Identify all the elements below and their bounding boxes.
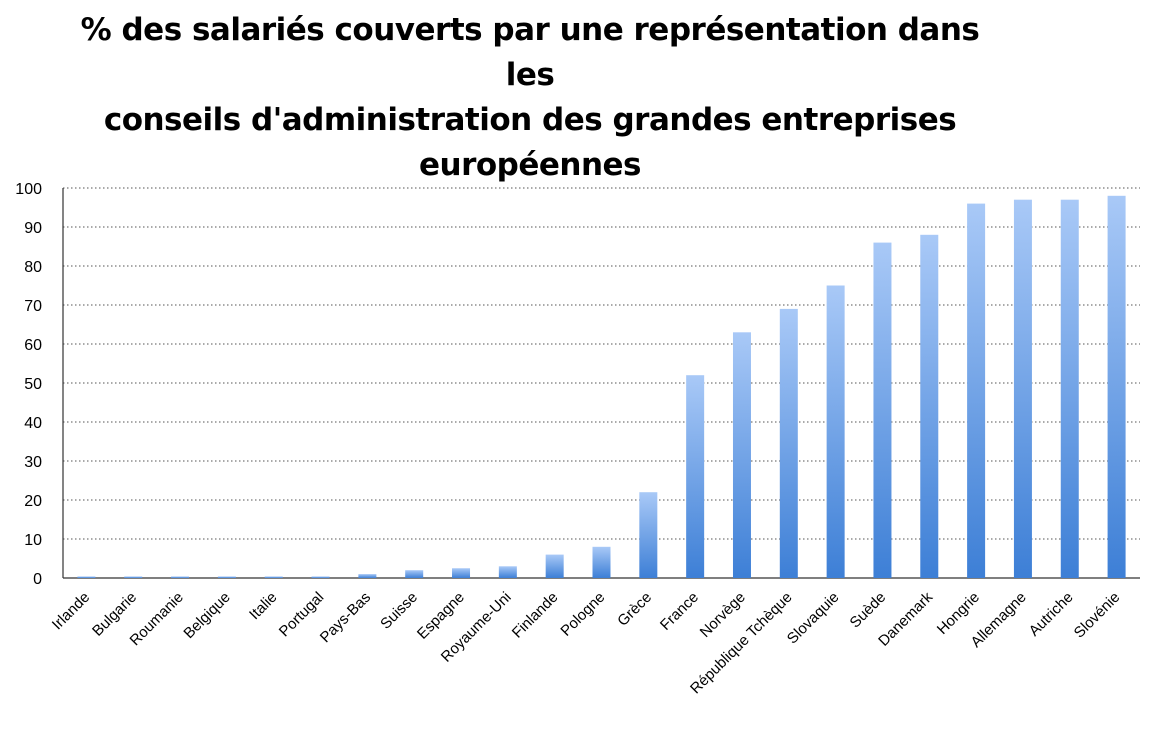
bar <box>452 568 471 578</box>
bar <box>358 574 377 578</box>
bar <box>826 285 845 578</box>
chart-title-line-2: conseils d'administration des grandes en… <box>103 102 957 138</box>
bar <box>920 234 939 579</box>
bar <box>732 332 751 578</box>
y-tick-label: 10 <box>24 532 42 549</box>
y-tick-labels: 0 10 20 30 40 50 60 70 80 90 100 <box>15 181 42 588</box>
bar <box>77 576 96 578</box>
grid-lines <box>63 187 1140 540</box>
y-tick-label: 90 <box>24 220 42 237</box>
x-tick-label: Slovaquie <box>784 589 843 648</box>
x-tick-label: Grèce <box>614 589 655 630</box>
bar <box>592 546 611 578</box>
bar <box>779 308 798 578</box>
bar <box>686 375 705 578</box>
x-tick-label: Pays-Bas <box>317 589 374 646</box>
x-tick-label: Pologne <box>557 589 608 640</box>
x-tick-label: Slovénie <box>1071 589 1124 642</box>
x-tick-label: Autriche <box>1026 589 1077 640</box>
y-tick-label: 80 <box>24 259 42 276</box>
bar <box>639 492 658 578</box>
bar <box>311 576 330 578</box>
x-tick-label: Suisse <box>377 589 421 633</box>
y-tick-label: 50 <box>24 376 42 393</box>
y-tick-label: 70 <box>24 298 42 315</box>
bar <box>873 242 892 578</box>
x-tick-label: Suède <box>847 589 890 632</box>
bar <box>1013 199 1032 578</box>
x-tick-label: Italie <box>246 589 280 623</box>
y-tick-label: 0 <box>33 571 42 588</box>
bar <box>264 576 283 578</box>
x-tick-label: Belgique <box>180 589 233 642</box>
y-tick-label: 20 <box>24 493 42 510</box>
bar <box>1060 199 1079 578</box>
bar <box>498 566 517 578</box>
chart-title-line-1: % des salariés couverts par une représen… <box>80 12 980 93</box>
chart-title-line-3: européennes <box>418 147 642 183</box>
bar <box>171 576 190 578</box>
bar <box>545 554 564 578</box>
y-tick-label: 60 <box>24 337 42 354</box>
chart-title: % des salariés couverts par une représen… <box>60 8 1000 188</box>
bar <box>1107 195 1126 579</box>
x-tick-label: France <box>657 589 702 634</box>
bars <box>77 195 1126 579</box>
x-tick-label: Irlande <box>49 589 93 633</box>
y-tick-label: 40 <box>24 415 42 432</box>
bar <box>405 570 424 578</box>
y-tick-label: 100 <box>15 181 42 198</box>
bar <box>217 576 236 578</box>
bar <box>124 576 143 578</box>
x-tick-label: Finlande <box>509 589 562 642</box>
y-tick-label: 30 <box>24 454 42 471</box>
bar <box>967 203 986 578</box>
